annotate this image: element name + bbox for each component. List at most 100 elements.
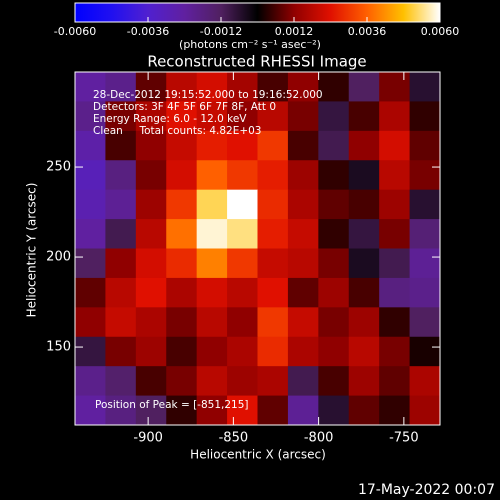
- heatmap-cell: [135, 277, 167, 308]
- heatmap-cell: [257, 307, 289, 338]
- heatmap-cell: [196, 336, 228, 367]
- heatmap-cell: [227, 219, 258, 249]
- heatmap-cell: [105, 189, 137, 220]
- heatmap-cell: [135, 366, 167, 397]
- heatmap-cell: [105, 72, 137, 102]
- heatmap-cell: [105, 101, 137, 132]
- annotation: Detectors: 3F 4F 5F 6F 7F 8F, Att 0: [93, 101, 276, 113]
- heatmap-cell: [227, 189, 258, 220]
- heatmap-cell: [257, 395, 289, 426]
- heatmap-cell: [227, 248, 258, 279]
- heatmap-cell: [75, 395, 106, 426]
- heatmap-cell: [196, 101, 228, 132]
- heatmap-cell: [379, 219, 411, 249]
- x-tick-label: -850: [219, 431, 249, 446]
- heatmap-cell: [348, 307, 380, 338]
- heatmap-cell: [135, 395, 167, 426]
- heatmap-cell: [227, 307, 258, 338]
- heatmap-cell: [348, 366, 380, 397]
- heatmap-cell: [75, 307, 106, 338]
- heatmap-cell: [257, 130, 289, 161]
- heatmap-cell: [379, 277, 411, 308]
- heatmap-cell: [257, 160, 289, 191]
- heatmap-cell: [318, 219, 350, 249]
- heatmap-cell: [379, 336, 411, 367]
- colorbar-tick-label: -0.0060: [54, 25, 96, 38]
- heatmap-cell: [379, 366, 411, 397]
- heatmap-cell: [318, 395, 350, 426]
- heatmap-cell: [227, 395, 258, 426]
- heatmap-cell: [166, 101, 198, 132]
- y-axis-label: Heliocentric Y (arcsec): [25, 183, 39, 318]
- heatmap-cell: [105, 395, 137, 426]
- heatmap-cell: [75, 219, 106, 249]
- heatmap-cell: [409, 248, 441, 279]
- heatmap-cell: [166, 160, 198, 191]
- heatmap-cell: [287, 336, 319, 367]
- heatmap-cell: [348, 130, 380, 161]
- heatmap-cell: [105, 130, 137, 161]
- heatmap-cell: [166, 366, 198, 397]
- heatmap-cell: [318, 189, 350, 220]
- heatmap-cell: [257, 189, 289, 220]
- heatmap-cell: [379, 130, 411, 161]
- footer: 17-May-2022 00:07: [358, 482, 495, 498]
- heatmap-cell: [166, 307, 198, 338]
- heatmap-cell: [287, 395, 319, 426]
- heatmap-cell: [409, 101, 441, 132]
- annotation: Energy Range: 6.0 - 12.0 keV: [93, 113, 247, 125]
- heatmap-cell: [409, 219, 441, 249]
- heatmap-cell: [409, 307, 441, 338]
- y-tick-label: 200: [46, 250, 71, 265]
- heatmap-cell: [379, 189, 411, 220]
- heatmap-cell: [409, 277, 441, 308]
- colorbar-tick-label: 0.0036: [348, 25, 387, 38]
- heatmap-cell: [348, 189, 380, 220]
- heatmap-cell: [379, 307, 411, 338]
- heatmap-cell: [75, 130, 106, 161]
- colorbar-label: (photons cm⁻² s⁻¹ asec⁻²): [179, 38, 321, 51]
- heatmap-cell: [105, 219, 137, 249]
- heatmap-cell: [105, 277, 137, 308]
- plot-frame: [74, 71, 441, 426]
- heatmap-cell: [318, 130, 350, 161]
- heatmap-cell: [318, 72, 350, 102]
- heatmap-cell: [166, 72, 198, 102]
- heatmap-cell: [318, 248, 350, 279]
- x-tick-label: -800: [304, 431, 334, 446]
- heatmap-cell: [105, 366, 137, 397]
- heatmap-cell: [287, 101, 319, 132]
- colorbar-tick-label: -0.0012: [200, 25, 242, 38]
- heatmap-cell: [287, 130, 319, 161]
- heatmap-cell: [348, 160, 380, 191]
- heatmap-cell: [105, 307, 137, 338]
- heatmap-cell: [348, 395, 380, 426]
- heatmap-cell: [166, 248, 198, 279]
- heatmap-cell: [196, 189, 228, 220]
- peak-label: Position of Peak = [-851,215]: [95, 399, 249, 411]
- heatmap-cell: [135, 219, 167, 249]
- y-tick-label: 150: [46, 340, 71, 355]
- heatmap-cell: [287, 189, 319, 220]
- heatmap-cell: [166, 130, 198, 161]
- heatmap-cell: [287, 248, 319, 279]
- heatmap-cell: [75, 336, 106, 367]
- heatmap-cell: [166, 219, 198, 249]
- x-tick-label: -900: [133, 431, 163, 446]
- heatmap-cell: [409, 189, 441, 220]
- heatmap-cell: [348, 277, 380, 308]
- heatmap-cell: [348, 248, 380, 279]
- heatmap-cell: [318, 160, 350, 191]
- heatmap-cell: [348, 219, 380, 249]
- heatmap-cell: [409, 366, 441, 397]
- heatmap-cell: [196, 277, 228, 308]
- heatmap-cell: [196, 248, 228, 279]
- heatmap-cell: [348, 72, 380, 102]
- heatmap-cell: [409, 395, 441, 426]
- heatmap-cell: [227, 130, 258, 161]
- annotation: 28-Dec-2012 19:15:52.000 to 19:16:52.000: [93, 89, 323, 101]
- heatmap-cell: [287, 219, 319, 249]
- heatmap-cell: [227, 277, 258, 308]
- heatmap-cell: [318, 277, 350, 308]
- heatmap-cell: [196, 160, 228, 191]
